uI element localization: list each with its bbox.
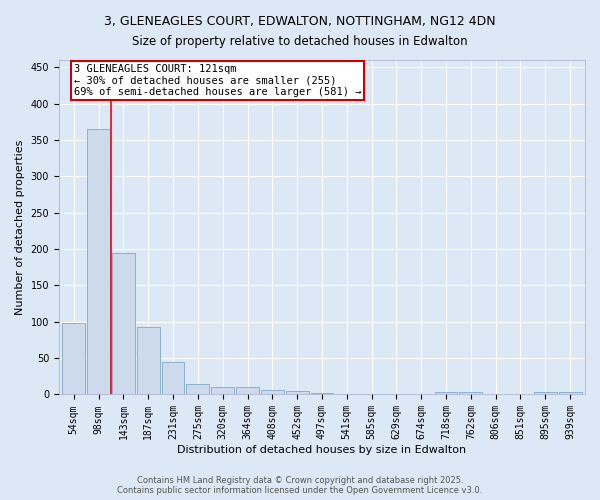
Bar (62, 323, 85, 394)
Text: 3 GLENEAGLES COURT: 121sqm
← 30% of detached houses are smaller (255)
69% of sem: 3 GLENEAGLES COURT: 121sqm ← 30% of deta… (74, 64, 361, 97)
Bar (434, 392, 457, 394)
Text: 3, GLENEAGLES COURT, EDWALTON, NOTTINGHAM, NG12 4DN: 3, GLENEAGLES COURT, EDWALTON, NOTTINGHA… (104, 15, 496, 28)
Bar (161, 362, 184, 394)
Bar (187, 384, 209, 394)
Text: Size of property relative to detached houses in Edwalton: Size of property relative to detached ho… (132, 35, 468, 48)
Text: Contains HM Land Registry data © Crown copyright and database right 2025.
Contai: Contains HM Land Registry data © Crown c… (118, 476, 482, 495)
Bar (261, 390, 284, 394)
Bar (137, 327, 160, 394)
Bar (286, 391, 308, 394)
Bar (534, 392, 557, 394)
Bar (460, 392, 482, 394)
Bar (87, 129, 110, 394)
Bar (311, 393, 334, 394)
Bar (559, 392, 581, 394)
Bar (112, 252, 135, 394)
X-axis label: Distribution of detached houses by size in Edwalton: Distribution of detached houses by size … (178, 445, 467, 455)
Y-axis label: Number of detached properties: Number of detached properties (15, 140, 25, 315)
Bar (211, 387, 234, 394)
Bar (236, 387, 259, 394)
